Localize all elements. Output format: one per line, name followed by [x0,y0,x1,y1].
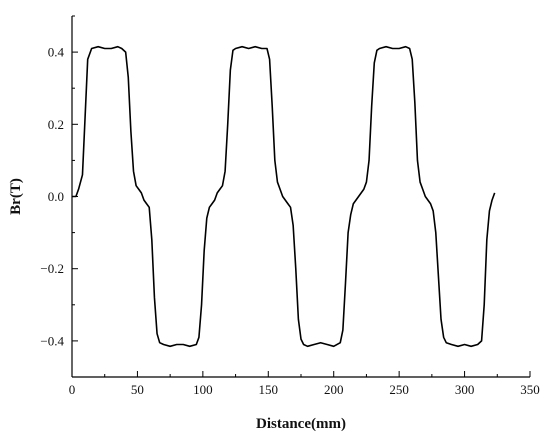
y-tick-label: 0.2 [48,117,64,132]
y-tick-label: 0.4 [48,45,65,60]
y-tick-label: −0.4 [40,333,64,348]
y-tick-label: 0.0 [48,189,64,204]
x-axis-title: Distance(mm) [256,416,346,432]
x-tick-label: 250 [389,382,409,397]
x-tick-label: 100 [193,382,213,397]
x-tick-label: 350 [520,382,540,397]
x-tick-label: 150 [259,382,279,397]
y-tick-label: −0.2 [40,261,64,276]
ticks: 0 50 100 150 200 250 300 350 −0.4 −0.2 0.0 0.2 0.4 [40,15,540,397]
x-tick-label: 50 [131,382,144,397]
y-axis-title: Br(T) [8,178,24,215]
x-tick-label: 200 [324,382,344,397]
x-tick-label: 0 [69,382,76,397]
axes [71,16,530,378]
series-layer [72,45,496,348]
x-tick-label: 300 [455,382,475,397]
series-line-0 [72,45,496,348]
